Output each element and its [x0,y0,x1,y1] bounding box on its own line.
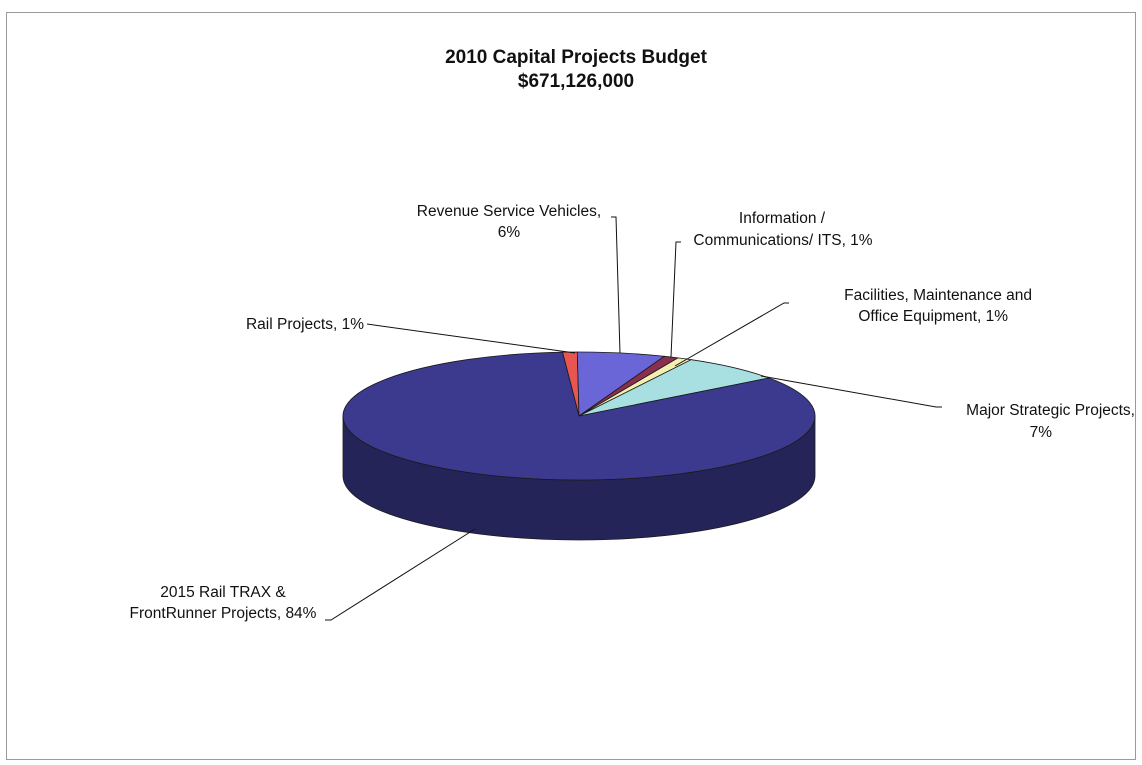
leader-line-major-strategic-projects [760,375,942,408]
label-facilities-line1: Facilities, Maintenance and [844,287,1032,304]
label-revenue-service-vehicles-line1: Revenue Service Vehicles, [417,203,601,220]
label-rail-projects: Rail Projects, 1% [246,316,364,333]
leader-line-facilities-maintenance [674,302,789,367]
leader-line-revenue-service-vehicles [611,216,621,354]
label-2015-rail-trax-line1: 2015 Rail TRAX & [160,584,286,601]
pie-chart: 2010 Capital Projects Budget $671,126,00… [130,47,1135,622]
chart-frame: 2010 Capital Projects Budget $671,126,00… [6,12,1136,760]
label-major-strategic-line1: Major Strategic Projects, [966,402,1135,419]
label-revenue-service-vehicles-line2: 6% [498,224,521,241]
leader-line-information-communications [670,241,681,358]
label-information-line1: Information / [739,210,826,227]
label-facilities-line2: Office Equipment, 1% [858,308,1008,325]
leader-line-rail-projects [366,323,576,354]
label-information-line2: Communications/ ITS, 1% [693,232,872,249]
label-major-strategic-line2: 7% [1030,424,1053,441]
leader-line-2015-rail-trax [325,528,476,621]
chart-title: 2010 Capital Projects Budget [445,47,708,68]
label-2015-rail-trax-line2: FrontRunner Projects, 84% [130,605,317,622]
pie-slice-2015-rail-trax-frontrunner-projects [342,351,816,481]
chart-subtitle: $671,126,000 [518,71,634,92]
